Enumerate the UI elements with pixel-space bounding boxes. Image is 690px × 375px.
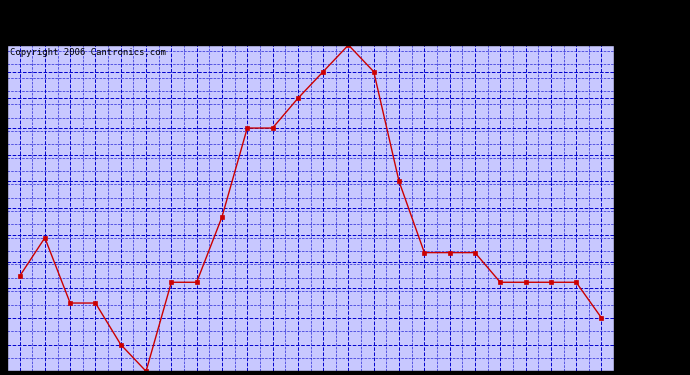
Text: Copyright 2006 Cantronics.com: Copyright 2006 Cantronics.com xyxy=(10,48,166,57)
Text: THSW Index per Hour (°F) (Last 24 Hours) 20061115: THSW Index per Hour (°F) (Last 24 Hours)… xyxy=(144,15,546,30)
